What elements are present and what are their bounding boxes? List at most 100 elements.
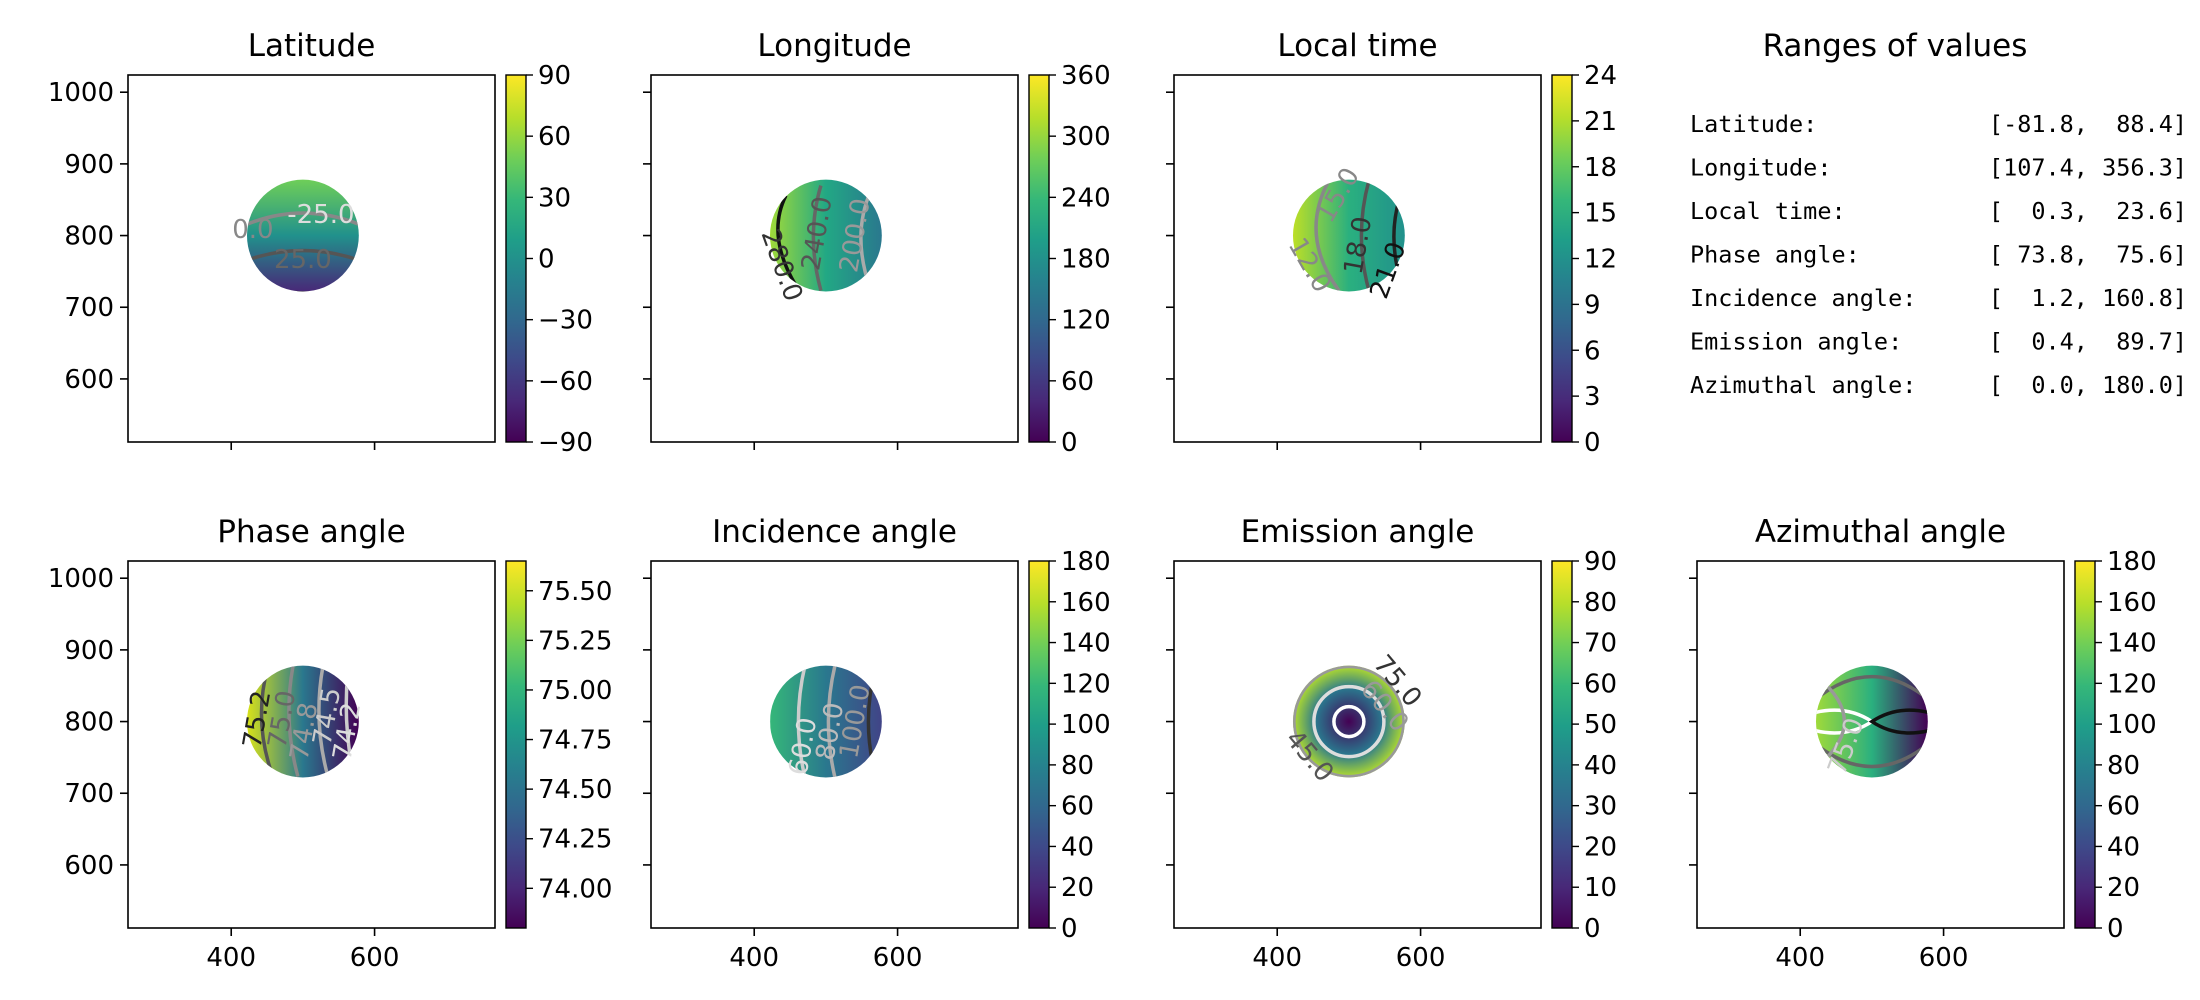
x-tick-label: 600 xyxy=(1396,943,1446,973)
colorbar-tick-label: 0 xyxy=(1061,914,1078,944)
ranges-panel: Ranges of values Latitude: [-81.8, 88.4] L… xyxy=(1690,28,2187,399)
colorbar-tick-label: 20 xyxy=(2107,873,2140,903)
axes-frame xyxy=(1696,560,2065,929)
axes-frame xyxy=(1173,560,1542,929)
y-tick-label: 900 xyxy=(64,150,114,180)
y-tick-label: 700 xyxy=(64,293,114,323)
axes-frame xyxy=(127,560,496,929)
range-label: Latitude: xyxy=(1690,110,1817,138)
contour-line xyxy=(1292,665,1405,778)
range-value: [ 73.8, 75.6] xyxy=(1989,241,2187,269)
panel-title: Local time xyxy=(1277,28,1437,64)
colorbar-tick-label: 10 xyxy=(1584,873,1617,903)
range-label: Azimuthal angle: xyxy=(1690,371,1916,399)
y-tick-label: 600 xyxy=(64,365,114,395)
contour-line xyxy=(317,666,330,778)
x-tick-label: 400 xyxy=(206,943,256,973)
colorbar-tick-label: 30 xyxy=(1584,792,1617,822)
colorbar xyxy=(1551,560,1573,929)
colorbar-tick-label: 3 xyxy=(1584,382,1601,412)
range-label: Local time: xyxy=(1690,197,1846,225)
colorbar-tick-label: 74.50 xyxy=(538,775,612,805)
panel-title: Azimuthal angle xyxy=(1755,514,2006,550)
colorbar-tick-label: 140 xyxy=(1061,629,1111,659)
y-tick-label: 1000 xyxy=(48,564,114,594)
planet-disk xyxy=(1292,665,1405,778)
range-value: [ 0.0, 180.0] xyxy=(1989,371,2187,399)
colorbar-tick-label: 20 xyxy=(1584,832,1617,862)
colorbar-tick-label: 12 xyxy=(1584,245,1617,275)
range-label: Phase angle: xyxy=(1690,241,1860,269)
contour-line xyxy=(796,665,808,778)
x-tick-label: 400 xyxy=(1775,943,1825,973)
colorbar-tick-label: 21 xyxy=(1584,107,1617,137)
contour-line xyxy=(1312,684,1386,759)
colorbar xyxy=(2074,560,2096,929)
colorbar-tick-label: 240 xyxy=(1061,183,1111,213)
colorbar-tick-label: 0 xyxy=(1584,914,1601,944)
panel-longitude: Longitude280.0240.0200.03603002401801206… xyxy=(643,28,1111,458)
panel-title: Phase angle xyxy=(217,514,405,550)
colorbar-tick-label: 80 xyxy=(2107,751,2140,781)
panel-title: Incidence angle xyxy=(712,514,957,550)
colorbar-tick-label: 140 xyxy=(2107,629,2157,659)
colorbar-tick-label: 0 xyxy=(1584,428,1601,458)
panel-title: Longitude xyxy=(757,28,911,64)
colorbar-tick-label: 0 xyxy=(2107,914,2124,944)
axes-frame xyxy=(650,74,1019,443)
contour-line xyxy=(826,665,838,778)
colorbar-tick-label: 50 xyxy=(1584,710,1617,740)
planet-disk xyxy=(1292,179,1405,292)
colorbar-tick-label: 74.25 xyxy=(538,825,612,855)
axes-frame xyxy=(650,560,1019,929)
range-label: Incidence angle: xyxy=(1690,284,1916,312)
colorbar-tick-label: 100 xyxy=(1061,710,1111,740)
panel-title: Latitude xyxy=(248,28,376,64)
colorbar-tick-label: 180 xyxy=(2107,547,2157,577)
colorbar-tick-label: 180 xyxy=(1061,547,1111,577)
axes-frame xyxy=(127,74,496,443)
contour-line xyxy=(1332,704,1366,739)
colorbar-tick-label: 60 xyxy=(2107,792,2140,822)
range-value: [ 0.3, 23.6] xyxy=(1989,197,2187,225)
colorbar-tick-label: 74.00 xyxy=(538,874,612,904)
range-value: [-81.8, 88.4] xyxy=(1989,110,2187,138)
colorbar-tick-label: 0 xyxy=(1061,428,1078,458)
colorbar-tick-label: 90 xyxy=(538,61,571,91)
contour-label: 0.0 xyxy=(232,215,273,245)
x-tick-label: 400 xyxy=(729,943,779,973)
y-tick-label: 600 xyxy=(64,851,114,881)
x-tick-label: 600 xyxy=(873,943,923,973)
panel-title: Emission angle xyxy=(1241,514,1475,550)
colorbar-tick-label: 74.75 xyxy=(538,726,612,756)
contour-line xyxy=(1359,180,1371,292)
colorbar-tick-label: 90 xyxy=(1584,547,1617,577)
colorbar xyxy=(1551,74,1573,443)
x-tick-label: 600 xyxy=(350,943,400,973)
colorbar-tick-label: 60 xyxy=(1584,669,1617,699)
colorbar-tick-label: 24 xyxy=(1584,61,1617,91)
colorbar-tick-label: 75.50 xyxy=(538,577,612,607)
colorbar-tick-label: 120 xyxy=(1061,306,1111,336)
colorbar-tick-label: 160 xyxy=(1061,588,1111,618)
colorbar-tick-label: 180 xyxy=(1061,245,1111,275)
colorbar-tick-label: 60 xyxy=(1061,792,1094,822)
range-label: Longitude: xyxy=(1690,154,1831,182)
colorbar-tick-label: 75.25 xyxy=(538,626,612,656)
colorbar-tick-label: 40 xyxy=(1061,832,1094,862)
contour-lines xyxy=(1292,665,1405,778)
colorbar-tick-label: 80 xyxy=(1061,751,1094,781)
contour-line xyxy=(1868,708,1928,735)
colorbar-tick-label: 0 xyxy=(538,245,555,275)
contour-label: 25.0 xyxy=(274,245,332,275)
colorbar xyxy=(1028,74,1050,443)
colorbar-tick-label: 60 xyxy=(1061,367,1094,397)
y-tick-label: 1000 xyxy=(48,78,114,108)
colorbar-tick-label: 120 xyxy=(1061,669,1111,699)
colorbar-tick-label: 120 xyxy=(2107,669,2157,699)
